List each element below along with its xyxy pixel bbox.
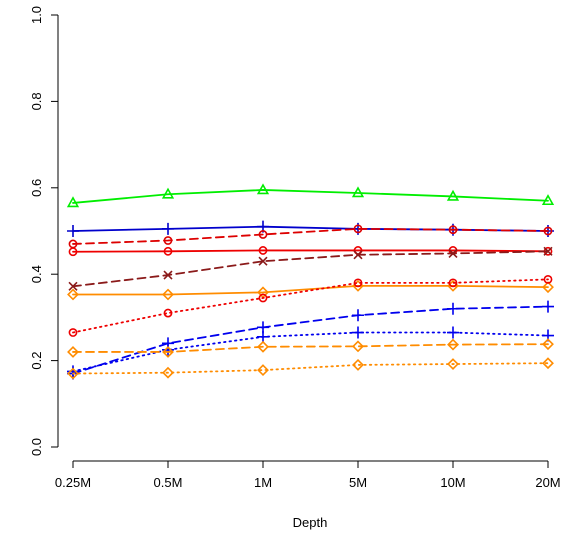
- data-point-diamond: [542, 338, 554, 351]
- data-point-diamond: [447, 338, 459, 351]
- data-point-x: [448, 248, 458, 259]
- series-line: [72, 284, 549, 296]
- data-point-circle: [68, 328, 78, 337]
- x-tick-label: 1M: [254, 475, 272, 490]
- series-line: [72, 189, 549, 204]
- data-point-circle: [258, 293, 268, 303]
- series-10: [67, 338, 554, 358]
- series-2: [67, 220, 554, 237]
- data-point-diamond: [162, 346, 174, 358]
- x-axis: 0.25M 0.5M 1M 5M 10M 20M: [55, 460, 561, 490]
- data-point-x: [68, 281, 78, 291]
- data-point-triangle: [161, 187, 175, 199]
- data-point-diamond: [162, 288, 174, 301]
- data-point-diamond: [447, 358, 459, 370]
- y-tick-label: 0.0: [29, 438, 44, 456]
- series-line: [72, 250, 549, 288]
- series-6: [67, 279, 554, 301]
- x-tick-label: 20M: [535, 475, 560, 490]
- data-point-circle: [163, 236, 173, 245]
- series-layer: [66, 183, 555, 380]
- data-point-diamond: [542, 357, 554, 370]
- series-line: [72, 343, 549, 353]
- data-point-plus: [352, 309, 364, 322]
- series-4: [68, 246, 553, 257]
- data-point-triangle: [541, 194, 555, 206]
- data-point-diamond: [352, 358, 364, 371]
- data-point-plus: [67, 225, 79, 237]
- data-point-circle: [163, 246, 173, 256]
- data-point-diamond: [257, 340, 269, 353]
- series-line: [72, 278, 549, 334]
- data-point-x: [163, 270, 173, 280]
- y-tick-label: 1.0: [29, 6, 44, 24]
- data-point-triangle: [66, 196, 80, 208]
- y-tick-label: 0.4: [29, 265, 44, 283]
- data-point-triangle: [256, 183, 270, 195]
- data-point-plus: [67, 365, 79, 378]
- series-line: [72, 362, 549, 375]
- data-point-diamond: [67, 367, 79, 380]
- x-tick-label: 10M: [440, 475, 465, 490]
- data-point-plus: [352, 326, 364, 339]
- series-line: [72, 305, 549, 375]
- data-point-circle: [258, 246, 268, 255]
- x-tick-label: 0.25M: [55, 475, 91, 490]
- data-point-diamond: [352, 340, 364, 353]
- x-tick-label: 5M: [349, 475, 367, 490]
- series-3: [68, 224, 553, 249]
- data-point-circle: [353, 278, 363, 288]
- y-tick-label: 0.6: [29, 179, 44, 197]
- data-point-circle: [543, 274, 553, 284]
- series-1: [66, 183, 555, 208]
- data-point-circle: [353, 224, 363, 234]
- data-point-circle: [448, 278, 458, 288]
- data-point-plus: [447, 326, 459, 339]
- data-point-circle: [163, 308, 173, 318]
- data-point-circle: [448, 225, 458, 235]
- y-tick-label: 0.8: [29, 92, 44, 110]
- data-point-x: [258, 256, 268, 266]
- x-tick-label: 0.5M: [154, 475, 183, 490]
- data-point-plus: [257, 330, 269, 343]
- data-point-circle: [543, 226, 553, 236]
- series-11: [67, 357, 554, 380]
- series-9: [67, 326, 554, 378]
- data-point-plus: [542, 300, 554, 313]
- series-5: [68, 246, 553, 291]
- data-point-diamond: [162, 366, 174, 379]
- data-point-diamond: [67, 288, 79, 301]
- series-line: [72, 249, 549, 253]
- data-point-triangle: [446, 189, 460, 201]
- data-point-triangle: [351, 186, 365, 198]
- data-point-diamond: [67, 346, 79, 358]
- y-tick-label: 0.2: [29, 352, 44, 370]
- data-point-circle: [258, 230, 268, 239]
- data-point-plus: [162, 222, 174, 235]
- data-point-x: [543, 246, 553, 256]
- data-point-diamond: [542, 281, 554, 294]
- y-axis: 0.0 0.2 0.4 0.6 0.8 1.0: [29, 6, 59, 456]
- data-point-diamond: [257, 364, 269, 377]
- data-point-x: [353, 250, 363, 260]
- data-point-circle: [68, 247, 78, 257]
- series-7: [68, 274, 553, 337]
- data-point-plus: [162, 343, 174, 356]
- series-line: [72, 227, 549, 245]
- x-axis-label: Depth: [293, 515, 328, 530]
- data-point-plus: [447, 302, 459, 315]
